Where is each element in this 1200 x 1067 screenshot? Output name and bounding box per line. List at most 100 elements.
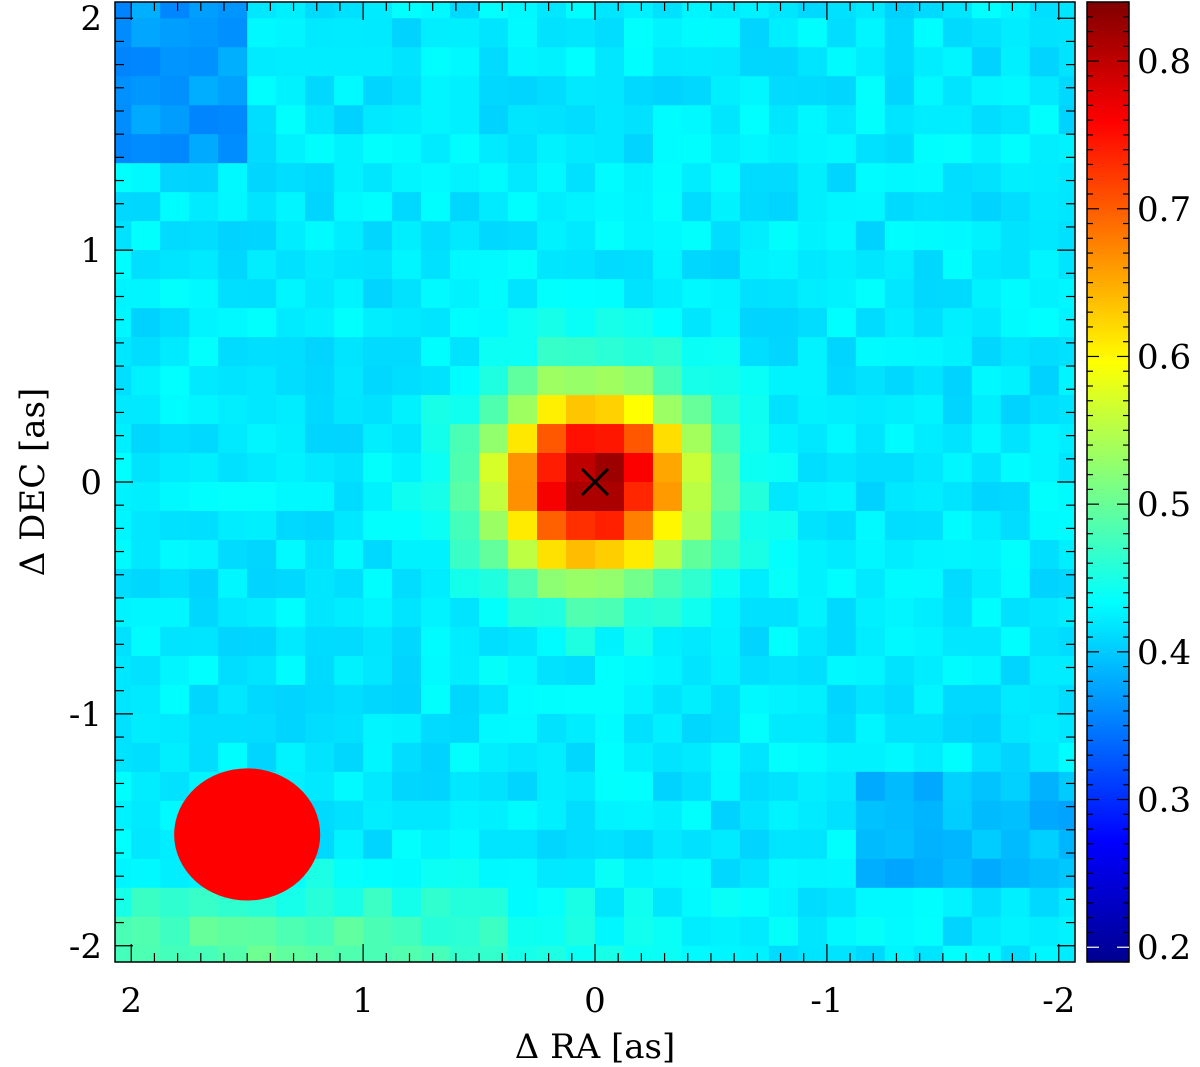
heatmap-cell: [363, 742, 393, 773]
heatmap-cell: [710, 18, 741, 48]
heatmap-cell: [115, 221, 132, 251]
heatmap-cell: [826, 887, 857, 918]
heatmap-cell: [218, 134, 248, 164]
heatmap-cell: [115, 597, 132, 628]
heatmap-cell: [189, 597, 219, 628]
heatmap-cell: [855, 887, 886, 918]
heatmap-cell: [537, 829, 567, 860]
heatmap-cell: [1058, 858, 1075, 889]
heatmap-cell: [710, 771, 741, 802]
heatmap-cell: [942, 453, 973, 483]
heatmap-cell: [276, 510, 306, 541]
heatmap-cell: [115, 453, 132, 483]
heatmap-cell: [710, 395, 741, 425]
heatmap-cell: [218, 192, 248, 222]
heatmap-cell: [913, 221, 944, 251]
heatmap-cell: [131, 539, 161, 570]
heatmap-cell: [363, 366, 393, 396]
heatmap-cell: [595, 395, 625, 425]
heatmap-cell: [363, 337, 393, 367]
heatmap-cell: [131, 105, 161, 135]
heatmap-cell: [450, 424, 480, 454]
heatmap-cell: [1029, 47, 1060, 77]
heatmap-cell: [363, 2, 393, 19]
heatmap-cell: [884, 684, 915, 715]
heatmap-cell: [160, 134, 190, 164]
heatmap-cell: [739, 655, 770, 686]
heatmap-cell: [739, 192, 770, 222]
heatmap-cell: [855, 105, 886, 135]
heatmap-cell: [334, 800, 364, 831]
heatmap-cell: [392, 510, 422, 541]
heatmap-cell: [115, 105, 132, 135]
heatmap-cell: [566, 858, 596, 889]
heatmap-cell: [1000, 424, 1031, 454]
heatmap-cell: [1029, 945, 1060, 962]
heatmap-cell: [768, 916, 799, 947]
heatmap-cell: [797, 105, 828, 135]
heatmap-cell: [681, 684, 712, 715]
heatmap-cell: [739, 76, 770, 106]
heatmap-cell: [334, 424, 364, 454]
heatmap-cell: [884, 2, 915, 19]
heatmap-cell: [884, 134, 915, 164]
heatmap-image: [115, 2, 1075, 962]
heatmap-cell: [421, 568, 451, 599]
heatmap-cell: [826, 424, 857, 454]
heatmap-cell: [450, 105, 480, 135]
heatmap-cell: [971, 510, 1002, 541]
heatmap-cell: [450, 76, 480, 106]
heatmap-cell: [479, 655, 509, 686]
heatmap-cell: [421, 18, 451, 48]
heatmap-cell: [189, 713, 219, 744]
heatmap-cell: [131, 655, 161, 686]
heatmap-cell: [971, 858, 1002, 889]
heatmap-cell: [479, 134, 509, 164]
heatmap-cell: [392, 250, 422, 280]
heatmap-cell: [884, 771, 915, 802]
heatmap-cell: [566, 134, 596, 164]
heatmap-cell: [739, 887, 770, 918]
heatmap-cell: [247, 76, 277, 106]
heatmap-cell: [305, 18, 335, 48]
heatmap-cell: [218, 945, 248, 962]
heatmap-cell: [334, 482, 364, 512]
heatmap-cell: [276, 192, 306, 222]
heatmap-cell: [595, 858, 625, 889]
heatmap-cell: [421, 482, 451, 512]
heatmap-cell: [1000, 163, 1031, 193]
heatmap-cell: [681, 945, 712, 962]
heatmap-cell: [1029, 568, 1060, 599]
heatmap-cell: [768, 308, 799, 338]
heatmap-cell: [508, 916, 538, 947]
y-tick-label: 2: [80, 0, 102, 39]
heatmap-cell: [1058, 192, 1075, 222]
heatmap-cell: [392, 308, 422, 338]
heatmap-cell: [218, 76, 248, 106]
heatmap-cell: [189, 337, 219, 367]
heatmap-cell: [971, 626, 1002, 657]
heatmap-cell: [566, 510, 596, 541]
heatmap-cell: [450, 337, 480, 367]
heatmap-cell: [450, 887, 480, 918]
heatmap-cell: [768, 279, 799, 309]
heatmap-cell: [508, 684, 538, 715]
heatmap-cell: [1058, 221, 1075, 251]
heatmap-cell: [884, 424, 915, 454]
heatmap-cell: [681, 858, 712, 889]
heatmap-cell: [855, 800, 886, 831]
heatmap-cell: [1029, 2, 1060, 19]
heatmap-cell: [450, 539, 480, 570]
heatmap-cell: [334, 192, 364, 222]
heatmap-cell: [450, 366, 480, 396]
heatmap-cell: [884, 308, 915, 338]
heatmap-cell: [595, 829, 625, 860]
heatmap-cell: [160, 279, 190, 309]
heatmap-cell: [566, 539, 596, 570]
y-axis-title: Δ DEC [as]: [13, 388, 53, 577]
heatmap-cell: [913, 337, 944, 367]
heatmap-cell: [247, 308, 277, 338]
heatmap-cell: [652, 279, 683, 309]
heatmap-cell: [334, 568, 364, 599]
heatmap-cell: [623, 539, 654, 570]
